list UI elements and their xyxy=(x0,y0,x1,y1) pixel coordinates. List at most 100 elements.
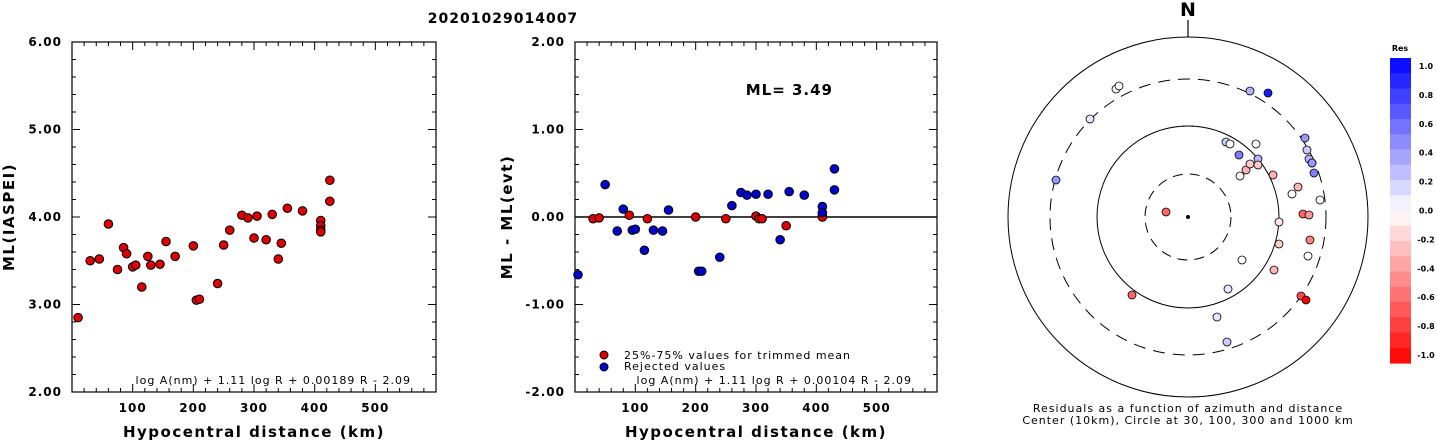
data-point xyxy=(261,234,271,245)
colorbar-cell xyxy=(1390,302,1411,318)
data-point xyxy=(121,248,132,259)
x-tick-label: 200 xyxy=(179,401,207,415)
axis-ticks xyxy=(575,41,937,393)
legend-label-trimmed: 25%-75% values for trimmed mean xyxy=(624,349,851,362)
legend: 25%-75% values for trimmed mean Rejected… xyxy=(599,349,851,373)
circle-300km xyxy=(1049,78,1327,356)
residual-point xyxy=(1245,86,1255,96)
residual-point xyxy=(1114,81,1124,91)
y-tick-label: 2.00 xyxy=(28,385,62,399)
center-marker xyxy=(1186,215,1190,219)
residual-point xyxy=(1161,207,1171,217)
colorbar-cell xyxy=(1390,210,1411,227)
data-point xyxy=(267,209,278,220)
data-point xyxy=(143,251,153,262)
data-point xyxy=(663,205,674,215)
x-tick-label: 100 xyxy=(119,401,147,415)
residual-point xyxy=(1225,139,1235,149)
data-point xyxy=(146,260,156,270)
data-point xyxy=(73,312,83,323)
colorbar-cell xyxy=(1390,195,1411,212)
data-point xyxy=(763,189,773,200)
residual-point xyxy=(1303,251,1313,261)
x-tick-label: 300 xyxy=(240,401,268,415)
x-axis-label: Hypocentral distance (km) xyxy=(123,423,385,441)
azimuth-residual-panel: N Residuals as a function of azimuth and… xyxy=(1007,0,1369,427)
data-point xyxy=(727,200,737,211)
y-tick-label: 6.00 xyxy=(28,35,62,49)
ml-vs-distance-panel: 100 200 300 400 500 2.00 3.00 4.00 5.00 6.00 Hyp… xyxy=(0,35,437,441)
circle-30km xyxy=(1144,173,1232,261)
data-point xyxy=(757,213,767,224)
formula-label: log A(nm) + 1.11 log R + 0.00189 R - 2.0… xyxy=(136,374,411,387)
y-tick-label: 3.00 xyxy=(28,298,62,312)
axis-ticks xyxy=(72,41,436,393)
colorbar-tick-label: 0.0 xyxy=(1419,207,1434,216)
colorbar-tick-label: 0.2 xyxy=(1419,178,1433,187)
residual-point xyxy=(1293,182,1303,192)
data-point xyxy=(690,212,701,222)
formula-label: log A(nm) + 1.11 log R + 0.00104 R - 2.0… xyxy=(637,374,912,387)
residual-point xyxy=(1274,217,1284,227)
data-point xyxy=(325,196,335,207)
x-tick-labels: 100 200 300 400 500 xyxy=(621,401,891,415)
circle-100km xyxy=(1096,125,1280,309)
residual-point xyxy=(1300,133,1310,143)
colorbar-cell xyxy=(1390,58,1411,74)
colorbar-cell xyxy=(1390,164,1411,181)
residual-point xyxy=(1307,158,1317,168)
x-tick-label: 400 xyxy=(802,401,830,415)
data-point xyxy=(136,282,147,292)
residual-point xyxy=(1251,139,1261,149)
data-point xyxy=(784,186,794,197)
y-tick-labels: 2.00 3.00 4.00 5.00 6.00 xyxy=(28,35,62,399)
y-tick-label: 2.00 xyxy=(531,35,565,49)
residual-point xyxy=(1309,168,1319,178)
data-point xyxy=(103,219,114,229)
x-tick-label: 500 xyxy=(863,401,891,415)
residual-point xyxy=(1127,290,1137,300)
data-point xyxy=(297,206,308,216)
colorbar-tick-label: -0.4 xyxy=(1417,264,1435,273)
colorbar-cell xyxy=(1390,286,1411,303)
data-point xyxy=(276,238,287,249)
data-point xyxy=(657,226,668,236)
residual-point xyxy=(1237,255,1247,265)
data-point xyxy=(273,254,284,264)
data-point xyxy=(212,278,223,289)
residual-point xyxy=(1268,170,1278,180)
data-point xyxy=(252,211,262,221)
residual-point xyxy=(1269,265,1279,275)
colorbar-cell xyxy=(1390,103,1411,120)
residual-point xyxy=(1235,171,1245,181)
residual-point xyxy=(1315,195,1325,205)
colorbar-cell xyxy=(1390,225,1411,242)
y-axis-label: ML - ML(evt) xyxy=(498,155,516,279)
colorbar-cell xyxy=(1390,317,1411,334)
colorbar-cell xyxy=(1390,88,1411,105)
colorbar-cell xyxy=(1390,347,1411,364)
colorbar-cell xyxy=(1390,332,1411,349)
colorbar-cells xyxy=(1390,58,1411,364)
residual-point xyxy=(1301,295,1311,305)
residual-point xyxy=(1305,235,1315,245)
data-point xyxy=(170,251,180,262)
data-point xyxy=(315,227,326,237)
data-point xyxy=(696,266,707,277)
data-point xyxy=(194,294,205,305)
colorbar-cell xyxy=(1390,73,1411,90)
data-point xyxy=(282,203,293,214)
colorbar-cell xyxy=(1390,241,1411,257)
data-point xyxy=(188,241,199,251)
data-point xyxy=(642,213,653,224)
data-point xyxy=(600,179,610,190)
residual-point xyxy=(1274,239,1284,249)
residual-point xyxy=(1222,337,1232,347)
colorbar-tick-label: -0.2 xyxy=(1417,235,1435,244)
residual-point xyxy=(1212,312,1222,322)
residual-vs-distance-panel: 100 200 300 400 500 -2.00 -1.00 0.00 1.00 2.00 H… xyxy=(498,35,938,441)
colorbar-tick-label: 0.8 xyxy=(1419,91,1434,100)
legend-marker-trimmed xyxy=(599,350,609,360)
colorbar-title: Res xyxy=(1392,44,1409,53)
data-point xyxy=(781,220,791,231)
